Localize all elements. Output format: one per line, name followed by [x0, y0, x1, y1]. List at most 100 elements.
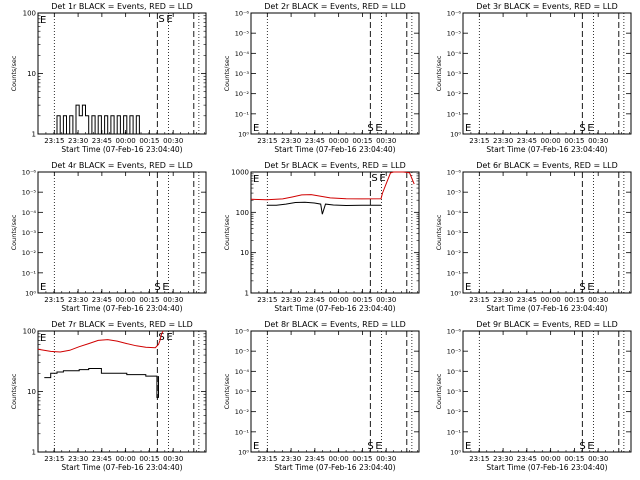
x-tick-label: 00:00: [116, 296, 136, 304]
y-tick-label: 10⁻⁴: [235, 368, 250, 376]
events-series-line: [44, 368, 159, 398]
x-tick-label: 00:15: [564, 455, 584, 463]
x-tick-label: 23:30: [281, 137, 301, 145]
y-tick-label: 10⁻⁴: [235, 50, 250, 58]
x-tick-label: 00:15: [352, 137, 372, 145]
panel-title: Det 5r BLACK = Events, RED = LLD: [264, 161, 406, 170]
left-edge-marker-label: E: [253, 441, 259, 452]
y-tick-label: 10⁻⁵: [447, 189, 462, 197]
y-tick-label: 10⁻⁶: [447, 328, 462, 336]
y-tick-label: 10⁻¹: [447, 110, 462, 118]
x-axis-label: Start Time (07-Feb-16 23:04:40): [61, 304, 182, 313]
panel-det-4r: Det 4r BLACK = Events, RED = LLD Counts/s…: [10, 161, 207, 313]
end-marker-label: E: [375, 441, 381, 452]
x-tick-label: 00:00: [329, 455, 349, 463]
panel-det-3r: Det 3r BLACK = Events, RED = LLD Counts/s…: [435, 2, 632, 154]
x-axis-label: Start Time (07-Feb-16 23:04:40): [61, 463, 182, 472]
y-tick-label: 10⁰: [25, 290, 36, 298]
y-tick-label: 10⁻³: [447, 388, 462, 396]
left-edge-marker-label: E: [40, 333, 46, 344]
y-tick-label: 10⁻¹: [447, 269, 462, 277]
left-edge-marker-label: E: [465, 282, 471, 293]
x-tick-label: 23:30: [68, 455, 88, 463]
x-tick-label: 23:15: [44, 296, 64, 304]
y-tick-label: 100: [23, 10, 36, 18]
start-marker-label: S: [579, 123, 585, 134]
y-tick-label: 10⁻⁶: [22, 169, 37, 177]
x-tick-label: 23:15: [257, 296, 277, 304]
start-marker-label: S: [367, 123, 373, 134]
x-tick-label: 00:00: [541, 296, 561, 304]
y-tick-label: 10⁻²: [447, 90, 462, 98]
panel-det-9r: Det 9r BLACK = Events, RED = LLD Counts/s…: [435, 320, 632, 472]
plot-frame: [462, 171, 632, 294]
x-tick-label: 00:15: [352, 296, 372, 304]
y-axis-label: Counts/sec: [435, 373, 443, 409]
x-tick-label: 00:15: [352, 455, 372, 463]
end-marker-label: E: [587, 123, 593, 134]
x-tick-label: 00:30: [588, 137, 608, 145]
panel-det-8r: Det 8r BLACK = Events, RED = LLD Counts/s…: [223, 320, 420, 472]
left-edge-marker-label: E: [40, 15, 46, 26]
y-tick-label: 10⁻⁴: [447, 50, 462, 58]
x-axis-label: Start Time (07-Feb-16 23:04:40): [274, 304, 395, 313]
x-axis-label: Start Time (07-Feb-16 23:04:40): [486, 145, 607, 154]
y-tick-label: 10⁰: [450, 131, 461, 139]
x-tick-label: 23:45: [305, 137, 325, 145]
x-tick-label: 00:15: [564, 137, 584, 145]
start-marker-label: S: [367, 441, 373, 452]
events-series-line: [266, 201, 381, 215]
y-tick-label: 10⁻⁴: [447, 368, 462, 376]
x-tick-label: 23:45: [92, 137, 112, 145]
plot-frame: [37, 330, 207, 453]
panel-title: Det 1r BLACK = Events, RED = LLD: [51, 2, 193, 11]
y-axis-label: Counts/sec: [435, 214, 443, 250]
y-tick-label: 10⁻³: [447, 70, 462, 78]
x-tick-label: 00:00: [541, 137, 561, 145]
x-tick-label: 23:30: [493, 296, 513, 304]
start-marker-label: S: [579, 282, 585, 293]
x-tick-label: 00:00: [116, 137, 136, 145]
y-tick-label: 10⁻³: [235, 70, 250, 78]
x-tick-label: 23:15: [257, 137, 277, 145]
y-tick-label: 10⁻⁶: [447, 169, 462, 177]
y-tick-label: 10⁻²: [22, 249, 37, 257]
x-tick-label: 00:30: [588, 455, 608, 463]
events-series-line: [53, 104, 140, 135]
left-edge-marker-label: E: [40, 282, 46, 293]
y-axis-label: Counts/sec: [223, 214, 231, 250]
panel-title: Det 2r BLACK = Events, RED = LLD: [264, 2, 406, 11]
y-tick-label: 10: [27, 70, 36, 78]
start-marker-label: S: [579, 441, 585, 452]
y-tick-label: 10⁰: [238, 449, 249, 457]
y-tick-label: 10⁻⁵: [447, 30, 462, 38]
x-tick-label: 23:15: [469, 296, 489, 304]
x-tick-label: 00:00: [116, 455, 136, 463]
y-tick-label: 10: [27, 388, 36, 396]
y-tick-label: 10⁻⁶: [235, 10, 250, 18]
y-tick-label: 10⁻¹: [235, 428, 250, 436]
x-tick-label: 23:15: [44, 137, 64, 145]
y-axis-label: Counts/sec: [435, 55, 443, 91]
x-tick-label: 23:45: [92, 296, 112, 304]
y-tick-label: 10⁻⁴: [22, 209, 37, 217]
y-tick-label: 10⁻²: [447, 249, 462, 257]
panel-title: Det 3r BLACK = Events, RED = LLD: [476, 2, 618, 11]
start-marker-label: S: [158, 14, 164, 25]
x-axis-label: Start Time (07-Feb-16 23:04:40): [486, 463, 607, 472]
start-marker-label: S: [371, 173, 377, 184]
y-tick-label: 10⁻²: [235, 408, 250, 416]
panel-det-1r: Det 1r BLACK = Events, RED = LLD Counts/s…: [10, 2, 207, 154]
x-tick-label: 00:00: [541, 455, 561, 463]
y-tick-label: 10⁻⁶: [447, 10, 462, 18]
x-tick-label: 23:30: [493, 137, 513, 145]
end-marker-label: E: [587, 282, 593, 293]
plot-frame: [37, 171, 207, 294]
y-tick-label: 10⁻¹: [447, 428, 462, 436]
panel-det-7r: Det 7r BLACK = Events, RED = LLD Counts/s…: [10, 320, 207, 472]
x-tick-label: 00:30: [163, 137, 183, 145]
y-tick-label: 10⁻²: [447, 408, 462, 416]
x-tick-label: 23:15: [44, 455, 64, 463]
plot-frame: [250, 171, 420, 294]
